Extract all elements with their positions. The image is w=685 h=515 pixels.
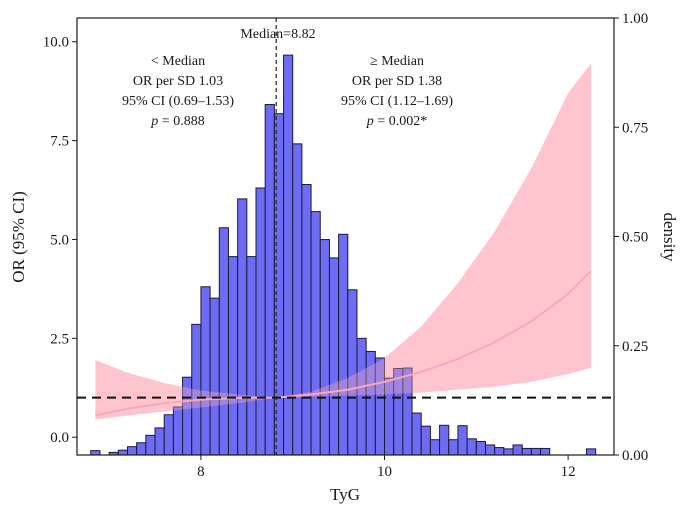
right-annotation: ≥ Median OR per SD 1.38 95% CI (1.12–1.6… <box>341 54 453 129</box>
histogram-bar <box>439 424 450 456</box>
histogram-bar <box>246 256 257 456</box>
odds-ratio-line <box>95 270 592 417</box>
left-annotation-ci: 95% CI (0.69–1.53) <box>122 94 234 109</box>
left-annotation-or: OR per SD 1.03 <box>133 74 223 89</box>
histogram-bar <box>484 444 496 456</box>
median-label: Median=8.82 <box>240 27 315 42</box>
histogram-bar <box>475 440 486 456</box>
y2-axis-tick-label: 1.00 <box>622 11 648 27</box>
histogram-bar <box>448 439 459 456</box>
histogram-bar <box>145 434 156 456</box>
confidence-band-layer <box>95 63 592 420</box>
histogram-bar <box>512 444 523 456</box>
right-annotation-p-symbol: p <box>366 114 374 129</box>
x-axis-tick-label: 10 <box>377 464 392 480</box>
right-annotation-p: p = 0.002* <box>366 114 427 129</box>
y2-axis-title: density <box>660 212 679 262</box>
histogram-bar <box>319 239 330 456</box>
y2-axis-tick-label: 0.50 <box>622 230 648 246</box>
histogram-bar <box>200 286 211 456</box>
y-axis-tick-label: 10.0 <box>43 35 69 51</box>
histogram-layer <box>90 54 597 456</box>
right-annotation-or: OR per SD 1.38 <box>352 74 442 89</box>
histogram-bar <box>172 406 184 456</box>
histogram-bar <box>136 442 147 456</box>
histogram-bar <box>347 289 358 456</box>
histogram-bar <box>237 198 248 456</box>
y-axis-tick-label: 2.5 <box>50 331 69 347</box>
histogram-bar <box>530 447 542 456</box>
histogram-bar <box>283 54 294 456</box>
histogram-bar <box>310 211 321 456</box>
y2-axis-tick-label: 0.75 <box>622 120 648 136</box>
y2-axis-tick-label: 0.00 <box>622 448 648 464</box>
confidence-band <box>95 63 592 420</box>
histogram-bar <box>218 227 229 456</box>
right-annotation-title: ≥ Median <box>370 54 424 69</box>
left-annotation-p-symbol: p <box>150 114 158 129</box>
histogram-bar <box>503 448 514 456</box>
histogram-bar <box>255 187 266 456</box>
histogram-bar <box>466 438 477 456</box>
histogram-bar <box>264 104 275 456</box>
right-annotation-ci: 95% CI (1.12–1.69) <box>341 94 453 109</box>
x-axis-tick-label: 8 <box>197 464 205 480</box>
histogram-bar <box>292 143 303 456</box>
histogram-bar <box>338 233 349 456</box>
histogram-bar <box>163 414 174 456</box>
x-axis-title: TyG <box>330 485 360 504</box>
reference-line-layer <box>77 18 614 455</box>
histogram-bar <box>328 257 340 456</box>
x-axis-tick-label: 12 <box>561 464 576 480</box>
left-annotation: < Median OR per SD 1.03 95% CI (0.69–1.5… <box>122 54 234 129</box>
histogram-bar <box>154 427 165 456</box>
histogram-bar <box>540 447 551 456</box>
histogram-bar <box>126 446 138 456</box>
odds-ratio-curve-layer <box>95 63 592 420</box>
histogram-bar <box>90 450 101 456</box>
histogram-bar <box>117 449 128 456</box>
confidence-band-overlay <box>95 63 592 420</box>
y-axis-title: OR (95% CI) <box>9 191 28 283</box>
y-axis-tick-label: 5.0 <box>50 232 69 248</box>
y-axis-tick-label: 0.0 <box>50 430 69 446</box>
y2-axis-tick-label: 0.25 <box>622 339 648 355</box>
histogram-bar <box>585 448 597 456</box>
left-annotation-p: p = 0.888 <box>150 114 204 129</box>
histogram-bar <box>494 447 505 456</box>
histogram-bar <box>420 425 431 456</box>
histogram-bar <box>209 297 220 456</box>
y-axis-tick-label: 7.5 <box>50 134 69 150</box>
left-annotation-title: < Median <box>151 54 205 69</box>
left-annotation-p-value: = 0.888 <box>158 114 204 129</box>
histogram-bar <box>521 447 532 456</box>
histogram-bar <box>301 184 312 456</box>
histogram-bar <box>429 439 441 456</box>
histogram-bar <box>411 412 422 456</box>
right-annotation-p-value: = 0.002* <box>374 114 427 129</box>
histogram-bar <box>457 425 468 456</box>
histogram-bar <box>227 256 239 456</box>
axes-layer: 8 10 12 0.0 2.5 5.0 7.5 10.0 0.00 0.25 0.50 0.75 1.0… <box>43 11 649 480</box>
